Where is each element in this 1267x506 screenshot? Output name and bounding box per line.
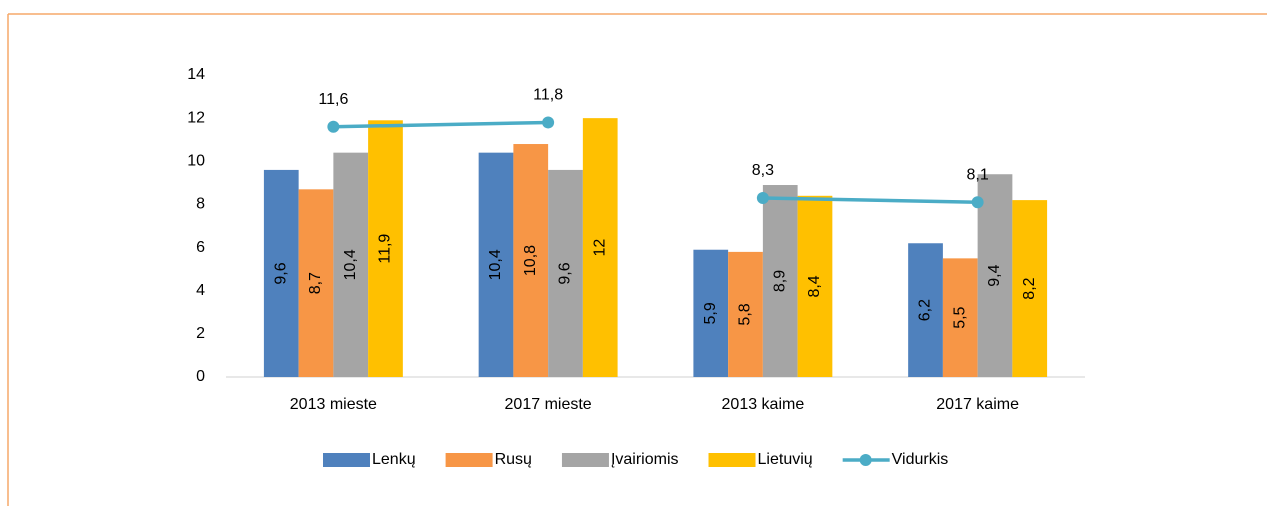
bar: [693, 249, 729, 377]
bar-value-label: 9,4: [986, 264, 1003, 286]
line-value-label: 8,3: [752, 162, 774, 179]
y-tick-label: 2: [196, 325, 205, 342]
legend-swatch: [323, 453, 370, 467]
bar: [298, 189, 334, 377]
bar-value-label: 10,8: [522, 245, 539, 276]
line-value-label: 11,8: [533, 87, 563, 104]
y-tick-label: 4: [196, 282, 205, 299]
line-point: [327, 120, 340, 133]
x-tick-label: 2017 kaime: [936, 396, 1019, 413]
line-series: [333, 120, 549, 129]
legend-label: Įvairiomis: [611, 451, 679, 468]
line-value-label: 11,6: [318, 91, 348, 108]
x-tick-label: 2013 mieste: [290, 396, 377, 413]
bar-value-label: 8,7: [307, 272, 324, 294]
x-tick-label: 2013 kaime: [722, 396, 805, 413]
bar-value-label: 9,6: [557, 262, 574, 284]
bar-value-label: 10,4: [487, 249, 504, 280]
bar-value-label: 5,9: [702, 302, 719, 324]
legend-swatch: [708, 453, 756, 467]
bar-value-label: 6,2: [917, 299, 934, 321]
bar-value-label: 11,9: [377, 234, 394, 264]
bar: [908, 243, 943, 377]
y-tick-label: 0: [196, 368, 205, 385]
bar: [548, 169, 583, 377]
legend-label: Lietuvių: [758, 451, 813, 468]
legend-marker: [859, 454, 872, 466]
y-tick-label: 8: [196, 196, 205, 213]
line-point: [971, 196, 984, 209]
bar-value-label: 8,9: [771, 270, 788, 292]
bar: [942, 258, 978, 377]
bar: [1012, 200, 1048, 377]
bar: [582, 118, 618, 378]
legend-label: Rusų: [495, 451, 532, 468]
bar: [368, 120, 403, 378]
legend-swatch: [561, 453, 609, 467]
legend-swatch: [445, 453, 493, 467]
bar-value-label: 5,5: [951, 306, 968, 328]
x-tick-label: 2017 mieste: [505, 396, 592, 413]
bar-value-label: 8,4: [806, 275, 823, 297]
bar: [728, 251, 763, 377]
bar: [513, 144, 549, 377]
y-tick-label: 14: [187, 66, 205, 83]
bar-value-label: 9,6: [272, 262, 289, 284]
bar: [478, 152, 514, 377]
line-point: [756, 191, 769, 204]
bar-value-label: 5,8: [737, 303, 754, 325]
line-value-label: 8,1: [967, 166, 989, 183]
line-point: [542, 116, 555, 129]
y-tick-label: 12: [187, 109, 205, 126]
bar-value-label: 8,2: [1021, 277, 1038, 299]
legend-label: Vidurkis: [892, 451, 949, 468]
bar: [762, 185, 798, 377]
bar-value-label: 10,4: [342, 249, 359, 280]
bar: [797, 195, 833, 377]
line-series: [762, 196, 978, 205]
bar: [263, 169, 299, 377]
bar: [333, 152, 369, 377]
legend-label: Lenkų: [372, 451, 416, 468]
bar-value-label: 12: [591, 239, 608, 257]
y-tick-label: 6: [196, 239, 205, 256]
bar: [977, 174, 1013, 377]
y-tick-label: 10: [187, 153, 205, 170]
